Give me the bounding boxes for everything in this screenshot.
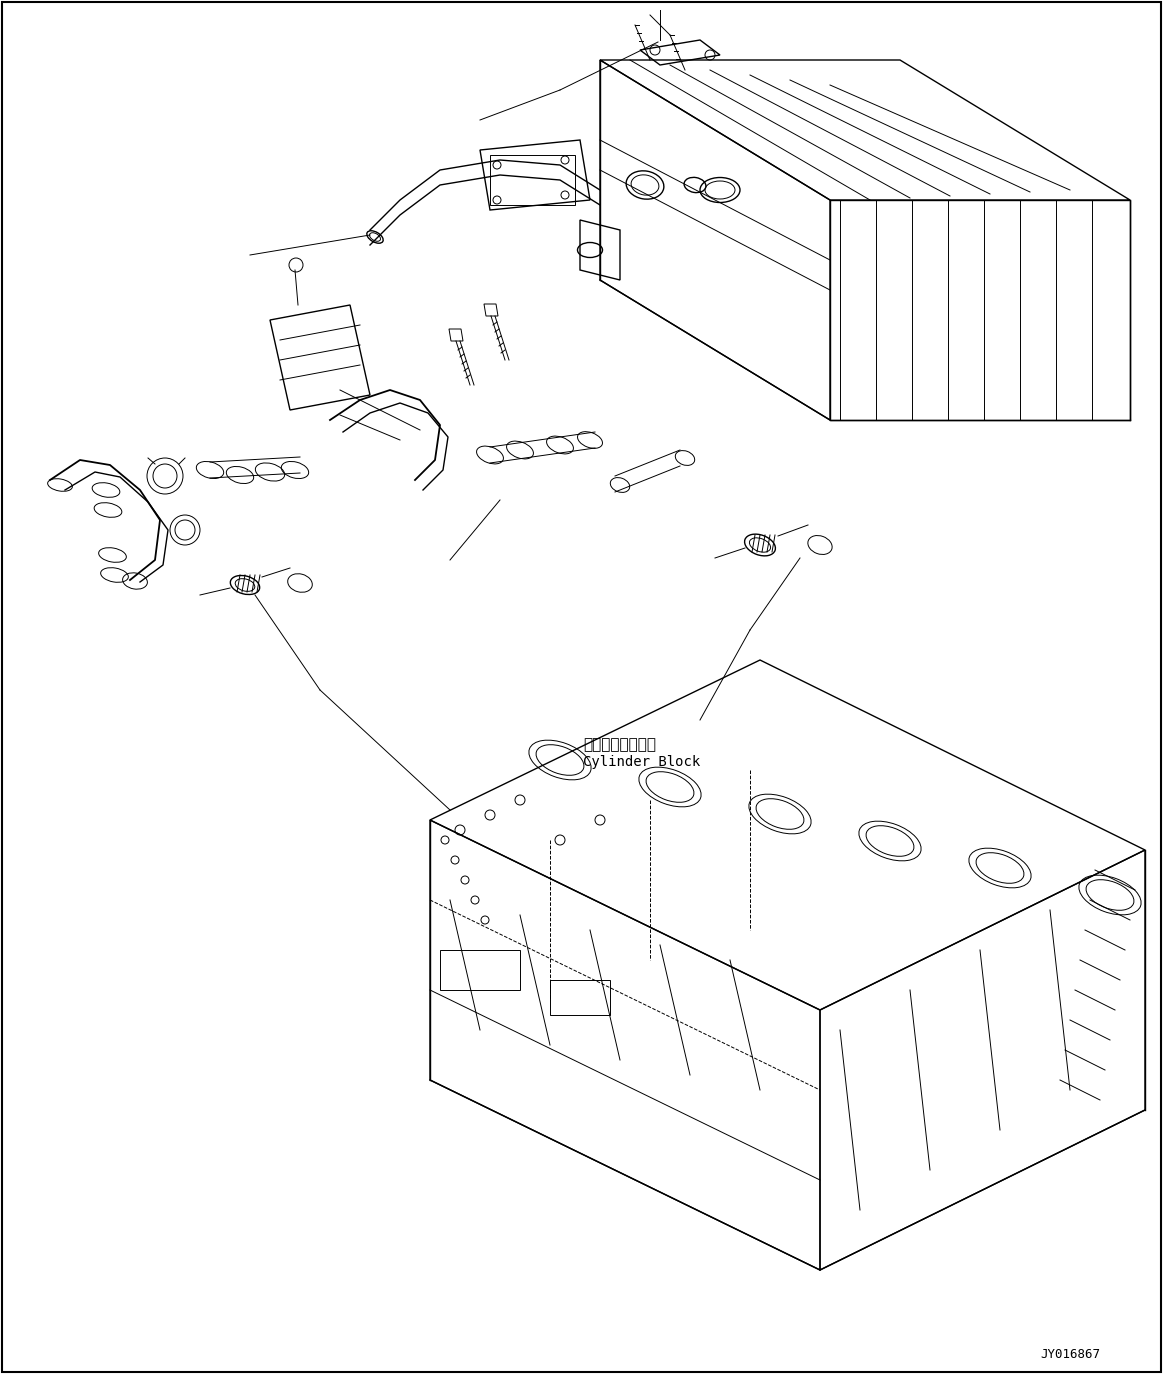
Bar [440, 949, 520, 991]
Text: シリンダブロック: シリンダブロック [583, 738, 656, 753]
Text: Cylinder Block: Cylinder Block [583, 754, 700, 769]
Bar [490, 155, 575, 205]
Text: JY016867: JY016867 [1040, 1348, 1100, 1362]
Bar [550, 980, 611, 1015]
